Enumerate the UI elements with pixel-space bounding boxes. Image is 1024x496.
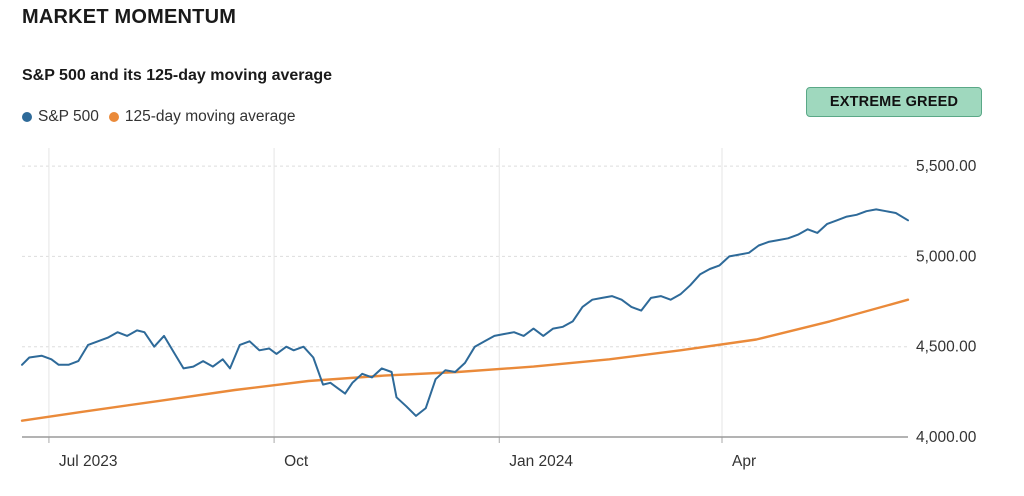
legend-label-sp500: S&P 500 bbox=[38, 108, 99, 125]
section-title: MARKET MOMENTUM bbox=[22, 6, 237, 28]
series-line-sp500 bbox=[21, 208, 909, 417]
legend-item-moving-average: 125-day moving average bbox=[108, 108, 296, 126]
y-tick-label: 4,000.00 bbox=[916, 429, 977, 446]
x-tick-label: Jul 2023 bbox=[59, 453, 118, 470]
series-line-moving-average bbox=[20, 298, 910, 422]
legend-dot-sp500 bbox=[22, 112, 32, 122]
legend-item-sp500: S&P 500 bbox=[22, 108, 99, 126]
x-tick-label: Apr bbox=[732, 453, 756, 470]
y-tick-label: 5,500.00 bbox=[916, 158, 977, 175]
y-tick-label: 5,000.00 bbox=[916, 248, 977, 265]
grid-layer bbox=[22, 148, 908, 437]
x-tick-label: Oct bbox=[284, 453, 309, 470]
series-layer bbox=[20, 208, 910, 422]
axis-layer: 4,000.00 4,500.00 5,000.00 5,500.00 Jul 2023… bbox=[22, 158, 977, 470]
x-tick-label: Jan 2024 bbox=[509, 453, 573, 470]
chart-subtitle: S&P 500 and its 125-day moving average bbox=[22, 67, 333, 84]
legend-label-moving-average: 125-day moving average bbox=[124, 108, 296, 125]
chart-legend: S&P 500 125-day moving average bbox=[22, 108, 306, 126]
sentiment-badge: EXTREME GREED bbox=[806, 87, 982, 117]
legend-dot-moving-average bbox=[108, 112, 119, 122]
y-tick-label: 4,500.00 bbox=[916, 339, 977, 356]
